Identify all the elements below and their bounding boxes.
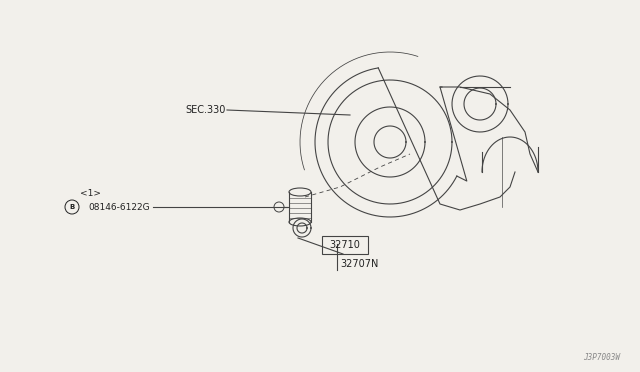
- Text: 32707N: 32707N: [340, 259, 378, 269]
- Text: <1>: <1>: [80, 189, 101, 198]
- Text: 32710: 32710: [330, 240, 360, 250]
- Text: J3P7003W: J3P7003W: [583, 353, 620, 362]
- Text: 08146-6122G: 08146-6122G: [88, 202, 150, 212]
- Bar: [322, 236, 368, 254]
- Text: B: B: [69, 204, 75, 210]
- Text: SEC.330: SEC.330: [185, 105, 225, 115]
